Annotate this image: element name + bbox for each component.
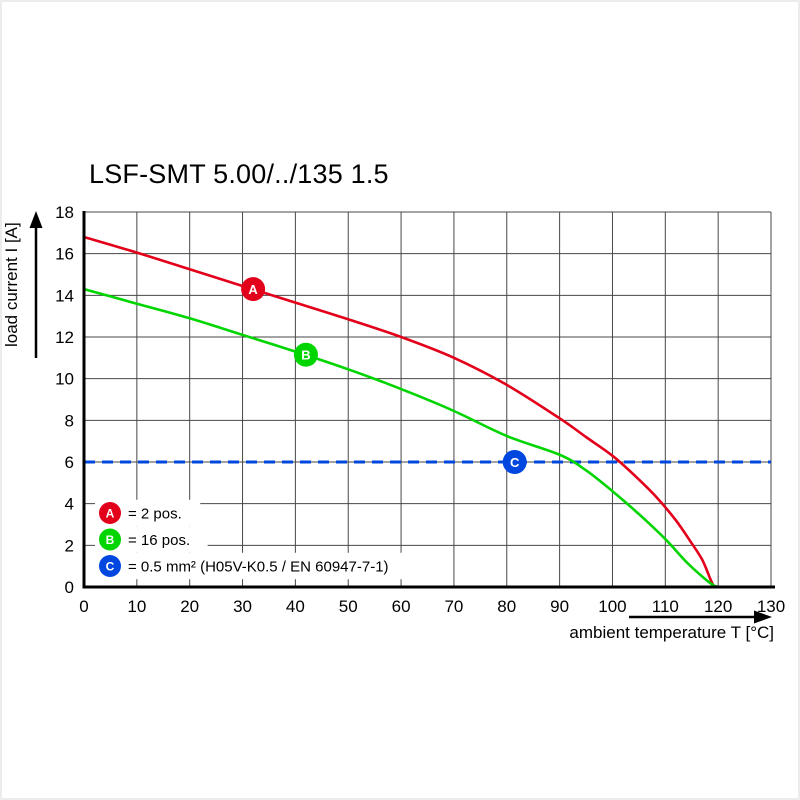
svg-text:6: 6 — [65, 453, 74, 472]
svg-text:0: 0 — [65, 578, 74, 597]
svg-text:A: A — [248, 282, 258, 297]
svg-text:16: 16 — [55, 245, 74, 264]
marker-C: C — [502, 450, 527, 474]
legend-marker-letter: B — [106, 533, 115, 547]
marker-B: B — [293, 342, 318, 367]
legend-marker-letter: C — [106, 560, 115, 574]
svg-text:60: 60 — [392, 597, 411, 616]
svg-text:20: 20 — [180, 597, 199, 616]
svg-text:30: 30 — [233, 597, 252, 616]
legend-marker-letter: A — [106, 507, 115, 521]
y-axis-arrowhead-icon — [29, 211, 43, 228]
legend-label-C: = 0.5 mm² (H05V-K0.5 / EN 60947-7-1) — [128, 559, 389, 576]
svg-text:4: 4 — [65, 495, 74, 514]
legend-label-B: = 16 pos. — [128, 532, 190, 549]
svg-text:10: 10 — [55, 370, 74, 389]
svg-text:2: 2 — [65, 536, 74, 555]
svg-text:80: 80 — [497, 597, 516, 616]
legend-marker-B — [99, 528, 121, 551]
svg-text:14: 14 — [55, 286, 74, 305]
svg-text:10: 10 — [127, 597, 146, 616]
marker-A: A — [241, 277, 266, 302]
svg-text:120: 120 — [704, 597, 732, 616]
svg-text:B: B — [301, 348, 310, 363]
svg-text:110: 110 — [652, 597, 679, 616]
svg-text:8: 8 — [65, 411, 74, 430]
legend-marker-C — [99, 555, 121, 577]
svg-text:70: 70 — [444, 597, 463, 616]
legend-marker-A — [99, 502, 121, 524]
legend-item-bg — [95, 552, 408, 580]
legend-label-A: = 2 pos. — [128, 506, 182, 523]
legend: A = 2 pos. B = 16 pos. C = 0.5 mm² (H05V-K0.5… — [95, 499, 408, 580]
svg-text:90: 90 — [550, 597, 569, 616]
svg-text:12: 12 — [55, 328, 74, 347]
x-axis-arrowhead-icon — [754, 610, 772, 624]
tick-labels: 0 10 20 30 40 50 60 70 80 90 100 110 120 130 0 2 4 6 8 10 12… — [55, 203, 785, 616]
svg-text:40: 40 — [286, 597, 305, 616]
svg-text:0: 0 — [79, 597, 88, 616]
chart-title: LSF-SMT 5.00/../135 1.5 — [89, 159, 389, 189]
grid — [84, 211, 772, 587]
svg-text:18: 18 — [55, 203, 74, 222]
svg-text:50: 50 — [339, 597, 358, 616]
svg-text:130: 130 — [757, 597, 785, 616]
x-axis-label: ambient temperature T [°C] — [569, 623, 774, 642]
svg-text:100: 100 — [598, 597, 626, 616]
curve-B — [83, 287, 719, 589]
svg-text:C: C — [510, 455, 520, 470]
